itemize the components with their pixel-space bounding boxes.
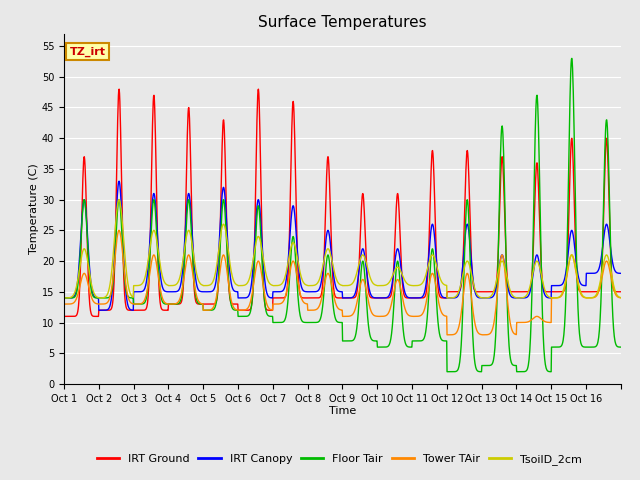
Tower TAir	[444, 332, 451, 338]
Line: Floor Tair: Floor Tair	[64, 59, 621, 372]
IRT Ground	[148, 176, 156, 182]
Floor Tair	[556, 344, 563, 350]
Tower TAir	[556, 294, 564, 300]
Floor Tair	[617, 344, 625, 350]
IRT Ground	[556, 289, 563, 295]
TsoilD_2cm	[148, 235, 156, 240]
IRT Ground	[115, 86, 123, 92]
IRT Canopy	[611, 266, 618, 272]
Line: IRT Canopy: IRT Canopy	[64, 181, 621, 310]
TsoilD_2cm	[444, 295, 451, 301]
Tower TAir	[611, 288, 618, 294]
Floor Tair	[328, 287, 335, 292]
Legend: IRT Ground, IRT Canopy, Floor Tair, Tower TAir, TsoilD_2cm: IRT Ground, IRT Canopy, Floor Tair, Towe…	[92, 450, 586, 469]
TsoilD_2cm	[611, 285, 618, 291]
Floor Tair	[568, 56, 575, 61]
IRT Canopy	[617, 270, 625, 276]
Floor Tair	[60, 295, 68, 301]
Tower TAir	[617, 295, 625, 300]
IRT Ground	[60, 313, 68, 319]
Floor Tair	[444, 369, 451, 374]
TsoilD_2cm	[328, 258, 336, 264]
Line: Tower TAir: Tower TAir	[64, 230, 621, 335]
IRT Canopy	[556, 283, 564, 288]
X-axis label: Time: Time	[329, 407, 356, 417]
Tower TAir	[328, 285, 336, 290]
Tower TAir	[148, 260, 156, 265]
TsoilD_2cm	[60, 295, 68, 301]
IRT Canopy	[148, 206, 156, 212]
IRT Canopy	[115, 179, 123, 184]
TsoilD_2cm	[317, 269, 325, 275]
TsoilD_2cm	[474, 293, 482, 299]
IRT Ground	[474, 289, 482, 295]
Floor Tair	[611, 334, 618, 339]
Tower TAir	[317, 296, 325, 302]
Y-axis label: Temperature (C): Temperature (C)	[29, 163, 39, 254]
Title: Surface Temperatures: Surface Temperatures	[258, 15, 427, 30]
IRT Canopy	[474, 295, 482, 300]
IRT Canopy	[60, 295, 68, 301]
IRT Ground	[617, 289, 625, 295]
Floor Tair	[147, 231, 155, 237]
TsoilD_2cm	[115, 197, 123, 203]
Floor Tair	[317, 313, 325, 319]
TsoilD_2cm	[556, 294, 564, 300]
IRT Ground	[610, 288, 618, 293]
IRT Canopy	[95, 307, 102, 313]
Text: TZ_irt: TZ_irt	[70, 47, 106, 57]
IRT Ground	[328, 261, 336, 266]
Tower TAir	[474, 330, 482, 336]
Tower TAir	[115, 228, 123, 233]
IRT Canopy	[328, 262, 336, 268]
Line: TsoilD_2cm: TsoilD_2cm	[64, 200, 621, 298]
IRT Ground	[317, 290, 325, 296]
Tower TAir	[60, 301, 68, 307]
Line: IRT Ground: IRT Ground	[64, 89, 621, 316]
TsoilD_2cm	[617, 295, 625, 300]
Floor Tair	[474, 368, 482, 374]
IRT Canopy	[318, 276, 326, 281]
